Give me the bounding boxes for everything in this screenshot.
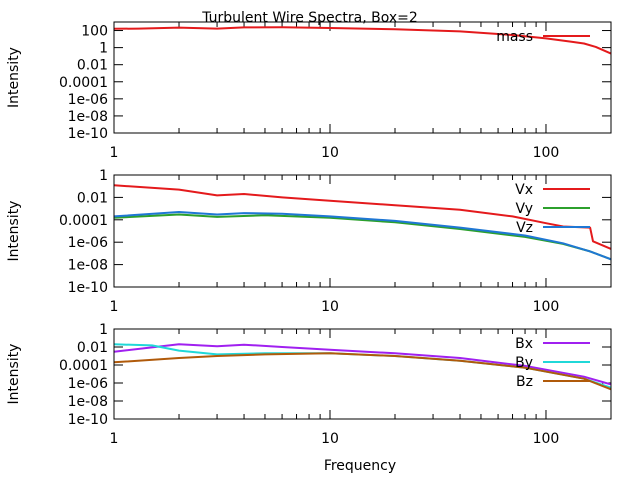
y-tick-label: 1e-10 <box>68 280 108 296</box>
series-line-Vz <box>113 211 612 261</box>
y-tick-label: 1e-06 <box>68 376 108 392</box>
y-tick-label: 0.01 <box>77 340 108 356</box>
plot-frame <box>113 328 612 420</box>
x-tick-label: 100 <box>533 299 560 315</box>
plot-frame <box>113 174 612 288</box>
panels: 1 10 10010010.010.00011e-061e-081e-10Inten… <box>6 21 612 447</box>
legend-label-By: By <box>515 355 533 371</box>
y-tick-label: 1 <box>99 41 108 57</box>
y-axis-label: Intensity <box>6 344 22 405</box>
series-line-mass <box>113 26 612 55</box>
legend-label-Vx: Vx <box>515 182 533 198</box>
x-tick-label: 1 <box>110 431 119 447</box>
y-axis-label: Intensity <box>6 201 22 262</box>
series-line-Bx <box>113 343 612 386</box>
panel-1: 1 10 10010010.010.00011e-061e-081e-10Inten… <box>6 21 612 161</box>
y-tick-label: 100 <box>81 24 108 40</box>
legend-label-Vz: Vz <box>516 220 533 236</box>
x-tick-label: 10 <box>321 145 339 161</box>
y-tick-label: 1e-06 <box>68 92 108 108</box>
x-tick-label: 100 <box>533 145 560 161</box>
x-tick-label: 10 <box>321 431 339 447</box>
legend-label-Bz: Bz <box>516 374 533 390</box>
plot-frame <box>113 21 612 134</box>
y-tick-label: 1e-10 <box>68 126 108 142</box>
x-tick-label: 10 <box>321 299 339 315</box>
x-tick-label: 100 <box>533 431 560 447</box>
y-tick-label: 0.01 <box>77 190 108 206</box>
y-axis-label: Intensity <box>6 47 22 108</box>
y-tick-label: 1e-08 <box>68 394 108 410</box>
legend-label-Vy: Vy <box>516 201 534 217</box>
y-tick-label: 1e-08 <box>68 109 108 125</box>
panel-3: 1 10 100 1 0.01 0.0001 1e-06 1e-08 1e-10 Intensit… <box>6 322 612 447</box>
x-axis-label: Frequency <box>324 458 396 474</box>
legend-label-Bx: Bx <box>515 336 533 352</box>
series-line-Bz <box>113 352 612 391</box>
y-tick-label: 1 <box>99 168 108 184</box>
y-tick-label: 0.0001 <box>59 358 108 374</box>
y-tick-label: 0.01 <box>77 58 108 74</box>
panel-2: 1 10 100 1 0.01 0.0001 1e-06 1e-08 1e-10 Intensit… <box>6 168 612 315</box>
y-tick-label: 1e-10 <box>68 412 108 428</box>
y-tick-label: 1e-06 <box>68 235 108 251</box>
x-tick-label: 1 <box>110 145 119 161</box>
y-tick-label: 0.0001 <box>59 75 108 91</box>
legend-label-mass: mass <box>496 29 533 45</box>
y-tick-label: 0.0001 <box>59 213 108 229</box>
y-tick-label: 1e-08 <box>68 258 108 274</box>
x-tick-label: 1 <box>110 299 119 315</box>
y-tick-label: 1 <box>99 322 108 338</box>
